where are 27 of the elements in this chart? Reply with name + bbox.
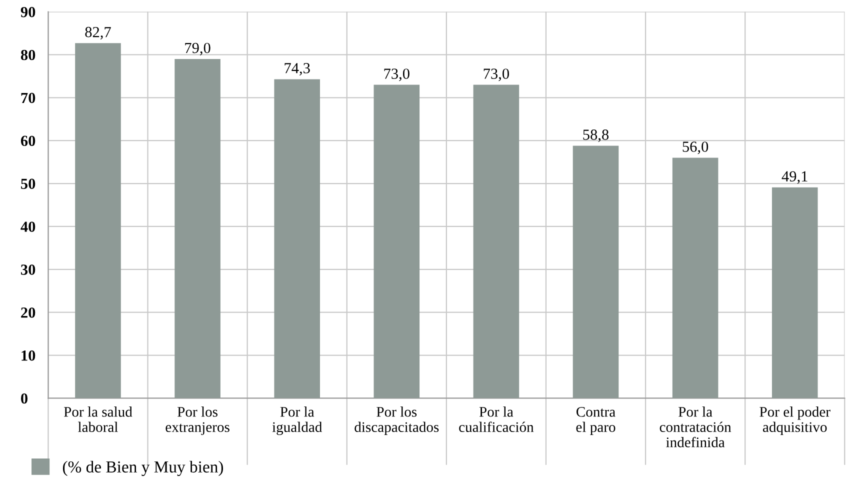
x-tick-label: Por los extranjeros (166, 406, 230, 436)
y-tick-label: 20 (21, 307, 36, 318)
data-label: 73,0 (384, 68, 410, 82)
data-label: 74,3 (284, 63, 310, 76)
y-tick-label: 70 (21, 92, 36, 104)
y-tick-label: 30 (21, 264, 36, 275)
x-tick-label: Por la contratación indefinida (660, 406, 732, 448)
x-tick-label: Contra el paro (576, 406, 616, 436)
y-tick-label: 90 (20, 6, 36, 18)
data-label: 73,0 (484, 68, 509, 82)
data-label: 82,7 (85, 26, 111, 40)
data-label: 56,0 (682, 142, 708, 154)
y-tick-label: 10 (22, 350, 36, 361)
x-tick-label: Por la cualificación (459, 406, 534, 432)
data-label: 58,8 (583, 130, 609, 142)
y-tick-label: 80 (20, 50, 36, 60)
y-tick-label: 40 (20, 222, 36, 232)
legend-label: (% de Bien y Muy bien) (62, 460, 224, 476)
data-label: 49,1 (782, 171, 808, 184)
y-tick-label: 0 (21, 393, 28, 404)
x-tick-label: Por la salud laboral (64, 406, 132, 432)
data-label: 79,0 (185, 42, 210, 56)
y-tick-label: 60 (20, 136, 36, 146)
x-tick-label: Por los discapacitados (354, 406, 439, 436)
x-tick-label: Por la igualdad (272, 406, 322, 436)
x-tick-label: Por el poder adquisitivo (760, 406, 830, 436)
y-tick-label: 50 (21, 178, 36, 189)
